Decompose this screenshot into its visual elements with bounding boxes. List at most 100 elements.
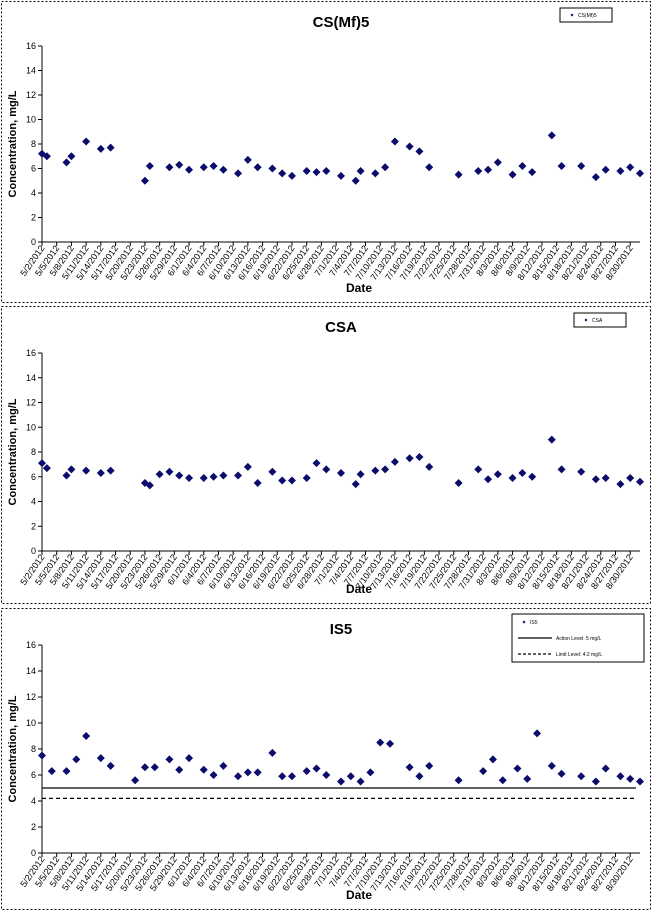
data-point (47, 767, 56, 776)
data-point (145, 162, 154, 171)
data-point (72, 755, 81, 764)
data-point (415, 147, 424, 156)
legend: CS(Mf)5 (559, 7, 613, 23)
data-point (390, 457, 399, 466)
data-point (140, 176, 149, 185)
data-point (322, 465, 331, 474)
data-point (96, 469, 105, 478)
y-tick-label: 16 (26, 41, 36, 51)
data-point (322, 771, 331, 779)
data-point (131, 776, 140, 785)
data-point (577, 772, 586, 781)
legend: IS5 Action Level: 5 mg/L Limit Level: 4.2 … (511, 613, 645, 663)
data-point (302, 473, 311, 482)
data-point (106, 466, 115, 475)
chart-frame (1, 1, 651, 303)
y-axis-label: Concentration, mg/L (7, 695, 19, 802)
data-point (337, 469, 345, 478)
y-tick-label: 10 (26, 718, 36, 728)
data-point (425, 163, 434, 172)
data-point (209, 162, 218, 171)
chart-frame (1, 608, 651, 910)
data-point (62, 158, 71, 167)
data-point (219, 761, 228, 770)
data-point (209, 771, 218, 779)
data-point (371, 466, 380, 475)
data-point (425, 462, 434, 471)
data-point (518, 469, 527, 478)
data-point (484, 475, 493, 484)
chart-frame (1, 306, 651, 604)
chart-1: CS(Mf)502468101214165/2/20125/5/20125/8/… (1, 1, 651, 303)
data-point (454, 478, 463, 487)
data-point (96, 754, 105, 763)
data-point (636, 477, 644, 486)
data-point (287, 476, 296, 485)
data-point (405, 142, 414, 151)
y-tick-label: 4 (31, 497, 36, 507)
legend: CSA (573, 312, 627, 328)
data-point (42, 464, 51, 473)
data-point (474, 465, 483, 474)
data-point (312, 764, 321, 773)
data-point (636, 169, 644, 178)
data-point (484, 165, 493, 174)
data-point (626, 774, 635, 783)
data-point (626, 163, 635, 172)
data-point (616, 166, 625, 175)
y-tick-label: 14 (26, 66, 36, 76)
y-tick-label: 4 (31, 796, 36, 806)
data-point (234, 471, 243, 480)
data-point (185, 165, 194, 174)
data-point (591, 777, 600, 786)
data-point (199, 163, 208, 172)
y-tick-label: 6 (31, 472, 36, 482)
legend-box (573, 312, 627, 328)
data-point (425, 761, 434, 770)
legend-entry: CSA (592, 318, 603, 324)
data-point (185, 754, 194, 763)
data-point (493, 158, 502, 167)
y-tick-label: 12 (26, 692, 36, 702)
y-tick-label: 8 (31, 744, 36, 754)
data-point (479, 767, 488, 776)
data-point (508, 170, 517, 179)
data-point (209, 472, 218, 481)
data-point (302, 767, 311, 776)
data-point (351, 176, 360, 185)
data-point (322, 166, 331, 175)
data-point (356, 777, 365, 786)
data-point (312, 459, 321, 468)
legend-box (559, 7, 613, 23)
data-point (557, 769, 566, 778)
data-point (67, 465, 76, 474)
y-tick-label: 8 (31, 139, 36, 149)
data-point (219, 471, 228, 480)
data-point (626, 473, 635, 482)
data-point (381, 163, 390, 172)
data-point (557, 162, 566, 171)
data-point (513, 764, 522, 773)
x-axis-label: Date (346, 281, 372, 295)
data-point (287, 772, 296, 781)
legend-entry: CS(Mf)5 (578, 13, 597, 19)
chart-title: IS5 (330, 621, 353, 638)
data-point (616, 772, 625, 781)
data-point (253, 478, 262, 487)
data-point (243, 155, 252, 164)
data-point (528, 168, 537, 177)
y-axis-label: Concentration, mg/L (7, 398, 19, 505)
y-axis-label: Concentration, mg/L (7, 90, 19, 197)
data-point (287, 171, 296, 180)
legend-entry: Action Level: 5 mg/L (556, 636, 602, 642)
y-tick-label: 12 (26, 398, 36, 408)
data-point (371, 169, 380, 178)
data-point (601, 165, 610, 174)
data-point (591, 173, 600, 182)
data-point (278, 169, 287, 178)
data-point (454, 170, 463, 179)
data-point (518, 162, 527, 171)
data-point (415, 772, 424, 781)
